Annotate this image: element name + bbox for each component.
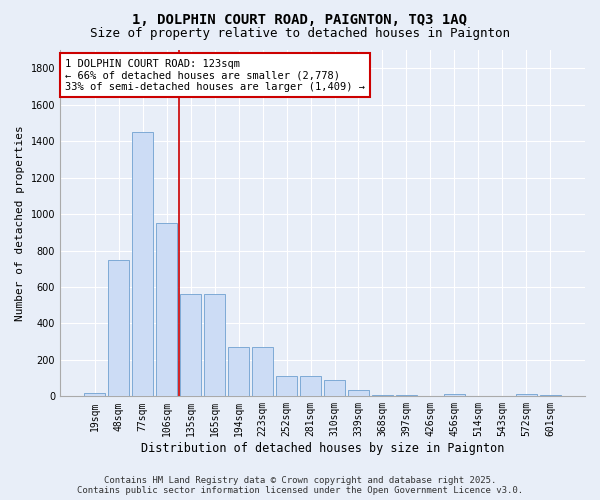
Bar: [371, 394, 393, 396]
Bar: [324, 380, 346, 396]
X-axis label: Distribution of detached houses by size in Paignton: Distribution of detached houses by size …: [141, 442, 504, 455]
Bar: [204, 294, 226, 396]
Bar: [108, 260, 130, 396]
Bar: [443, 394, 465, 396]
Bar: [228, 347, 250, 397]
Bar: [156, 223, 178, 396]
Text: Size of property relative to detached houses in Paignton: Size of property relative to detached ho…: [90, 28, 510, 40]
Text: 1 DOLPHIN COURT ROAD: 123sqm
← 66% of detached houses are smaller (2,778)
33% of: 1 DOLPHIN COURT ROAD: 123sqm ← 66% of de…: [65, 58, 365, 92]
Bar: [180, 294, 202, 396]
Bar: [252, 347, 274, 397]
Bar: [84, 392, 106, 396]
Bar: [132, 132, 154, 396]
Bar: [539, 394, 561, 396]
Bar: [515, 394, 537, 396]
Text: 1, DOLPHIN COURT ROAD, PAIGNTON, TQ3 1AQ: 1, DOLPHIN COURT ROAD, PAIGNTON, TQ3 1AQ: [133, 12, 467, 26]
Bar: [276, 376, 298, 396]
Bar: [395, 394, 417, 396]
Text: Contains HM Land Registry data © Crown copyright and database right 2025.
Contai: Contains HM Land Registry data © Crown c…: [77, 476, 523, 495]
Y-axis label: Number of detached properties: Number of detached properties: [15, 126, 25, 321]
Bar: [300, 376, 322, 396]
Bar: [348, 390, 369, 396]
